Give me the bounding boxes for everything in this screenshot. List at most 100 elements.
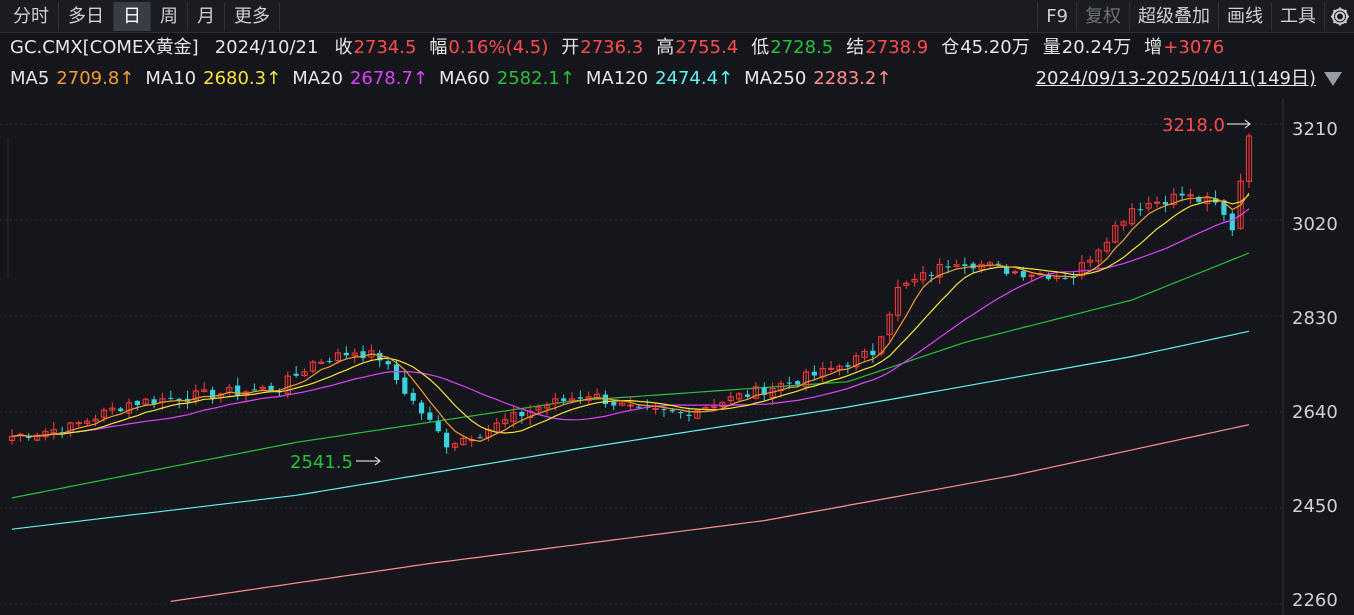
candle-body-up [334, 352, 342, 362]
max-price-label: 3218.0 [1162, 115, 1225, 136]
ma120-value: 2474.4↑ [655, 68, 734, 89]
candle-body-down [870, 350, 876, 356]
candle-body-down [393, 364, 400, 381]
y-tick-label: 2450 [1292, 496, 1338, 517]
candle-body-up [1128, 208, 1136, 225]
high-label: 高 [656, 37, 675, 58]
candle-body-down [962, 264, 968, 266]
chart-gridlines [0, 123, 1283, 605]
candle-body-up [109, 407, 116, 411]
ma120-legend[interactable]: MA120 2474.4↑ [586, 66, 733, 92]
candle-body-up [719, 401, 726, 408]
candle-body-down [59, 432, 65, 434]
ma120-line [11, 330, 1250, 530]
short-moving-average-lines [11, 192, 1250, 442]
quote-info-row: GC.CMX[COMEX黄金] 2024/10/21 收2734.5 幅0.16… [10, 35, 1237, 61]
y-tick-label: 3020 [1292, 214, 1338, 235]
candle-body-down [1179, 193, 1185, 196]
ma5-line [11, 192, 1250, 442]
min-price-label: 2541.5 [290, 452, 353, 473]
candle-body-up [1095, 249, 1102, 262]
candle-body-down [1162, 202, 1169, 205]
candle-body-up [318, 361, 325, 364]
ma60-legend[interactable]: MA60 2582.1↑ [439, 66, 575, 92]
extreme-annotations: 3218.0 2541.5 [290, 115, 1251, 473]
candle-body-up [894, 287, 902, 316]
candle-body-up [142, 398, 149, 405]
y-tick-label: 3210 [1292, 119, 1338, 140]
restore-rights-button[interactable]: 复权 [1076, 2, 1129, 31]
tab-daily[interactable]: 日 [114, 2, 151, 31]
y-tick-label: 2260 [1292, 590, 1338, 611]
tab-monthly[interactable]: 月 [188, 2, 225, 31]
tab-multi-day[interactable]: 多日 [59, 2, 114, 31]
candle-body-down [385, 361, 391, 365]
super-overlay-button[interactable]: 超级叠加 [1129, 2, 1218, 31]
ma10-legend[interactable]: MA10 2680.3↑ [145, 66, 281, 92]
ma20-value: 2678.7↑ [349, 68, 429, 89]
candle-body-up [802, 371, 810, 388]
tab-intraday[interactable]: 分时 [4, 2, 59, 31]
volume-value: 20.24万 [1061, 37, 1132, 58]
f9-button[interactable]: F9 [1037, 2, 1076, 31]
draw-lines-button[interactable]: 画线 [1218, 2, 1271, 31]
min-price-arrow [356, 456, 381, 466]
candle-body-down [168, 397, 174, 399]
open-interest-field: 仓45.20万 [941, 35, 1030, 61]
candle-body-up [1112, 225, 1119, 243]
ma5-legend[interactable]: MA5 2709.8↑ [10, 66, 134, 92]
candle-body-up [1145, 203, 1152, 209]
oi-change-value: +3076 [1163, 37, 1225, 58]
tab-more[interactable]: 更多 [225, 2, 280, 31]
candles-layer [8, 133, 1253, 454]
instrument-symbol: GC.CMX[COMEX黄金] [10, 37, 199, 58]
candle-body-down [945, 266, 951, 268]
candle-body-down [845, 365, 851, 367]
chart-tools: F9 复权 超级叠加 画线 工具 [1037, 2, 1354, 31]
candle-body-up [510, 412, 517, 422]
candle-body-down [327, 360, 333, 362]
candle-body-down [1196, 196, 1202, 202]
candle-body-down [519, 411, 525, 417]
settings-button[interactable] [1324, 2, 1354, 31]
candle-body-down [995, 263, 1001, 265]
candle-body-up [727, 396, 734, 401]
candle-body-down [1221, 200, 1227, 215]
open-label: 开 [561, 37, 580, 58]
ma10-label: MA10 [145, 68, 197, 89]
candle-body-up [451, 443, 459, 448]
candle-body-down [427, 412, 433, 420]
candle-body-down [151, 399, 157, 405]
tools-button[interactable]: 工具 [1271, 2, 1324, 31]
candle-body-up [1237, 180, 1244, 229]
ma250-value: 2283.2↑ [813, 68, 892, 89]
oi-change-field: 增+3076 [1144, 35, 1224, 61]
candle-body-down [477, 437, 483, 439]
candle-body-up [351, 352, 358, 357]
candle-body-up [301, 371, 308, 377]
settle-label: 结 [846, 37, 865, 58]
ma20-legend[interactable]: MA20 2678.7↑ [292, 66, 428, 92]
chevron-down-icon[interactable] [1324, 72, 1342, 86]
open-interest-label: 仓 [941, 37, 960, 58]
open-value: 2736.3 [580, 37, 644, 58]
long-moving-average-lines [11, 252, 1250, 602]
candle-body-down [293, 373, 299, 376]
candle-body-up [460, 437, 467, 446]
ma60-line [11, 252, 1250, 499]
candle-body-up [552, 398, 559, 404]
candlestick-chart[interactable]: 2260 2450 2640 2830 3020 3210 3218.0 254… [0, 98, 1354, 615]
date-range-selector[interactable]: 2024/09/13-2025/04/11(149日) [1035, 68, 1316, 89]
ma250-legend[interactable]: MA250 2283.2↑ [744, 66, 891, 92]
low-value: 2728.5 [770, 37, 834, 58]
chart-canvas[interactable]: 2260 2450 2640 2830 3020 3210 3218.0 254… [0, 98, 1354, 615]
max-price-arrow [1227, 119, 1251, 129]
tab-weekly[interactable]: 周 [151, 2, 188, 31]
candle-body-up [84, 420, 91, 424]
candle-body-up [828, 367, 835, 370]
ma120-label: MA120 [585, 68, 649, 89]
ma250-label: MA250 [744, 68, 807, 89]
candle-body-up [50, 429, 57, 434]
candle-body-up [911, 278, 918, 283]
quote-date: 2024/10/21 [214, 37, 319, 58]
